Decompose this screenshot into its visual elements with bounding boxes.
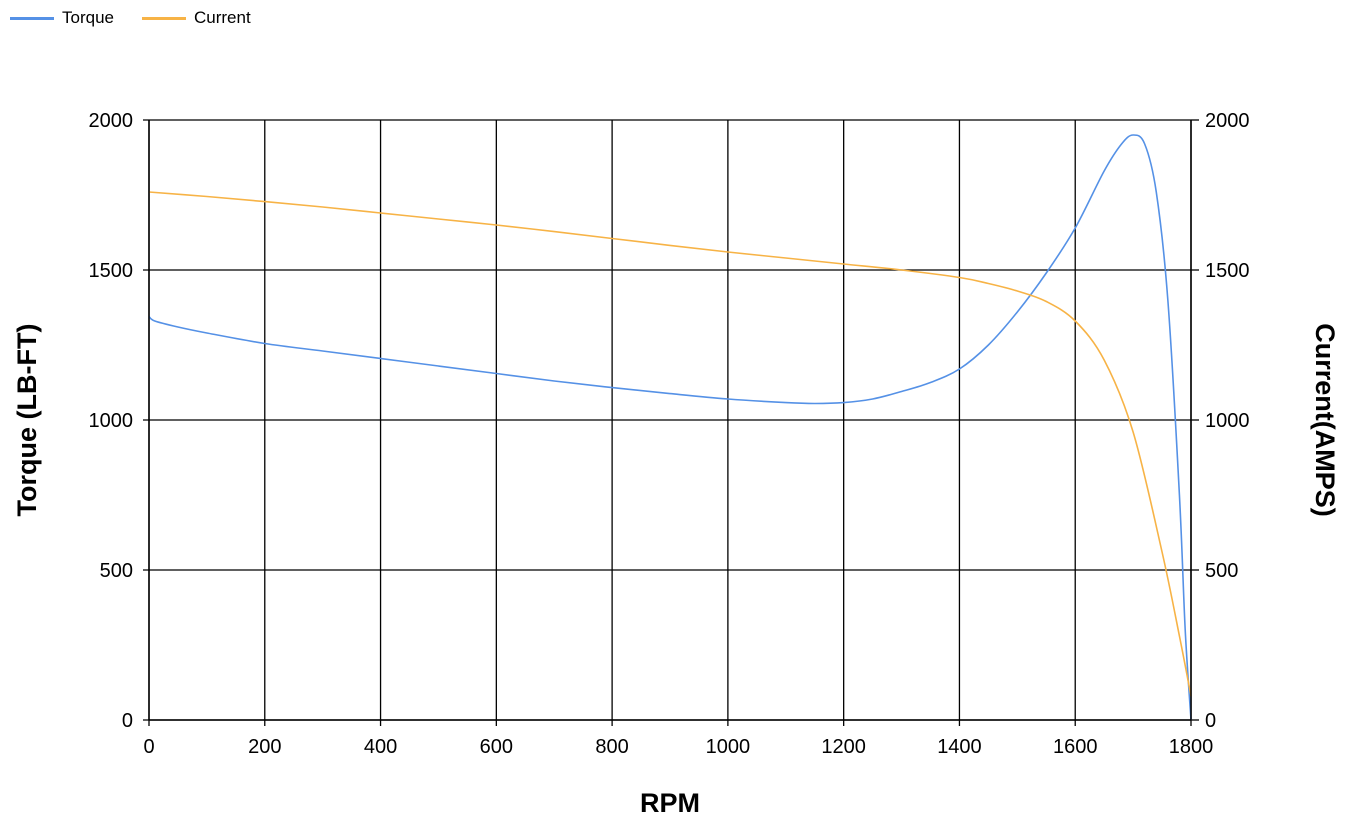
y-tick-label: 2000 — [89, 110, 134, 132]
y2-tick-label: 2000 — [1205, 110, 1250, 132]
chart-legend: Torque Current — [10, 6, 251, 30]
x-tick-label: 0 — [143, 736, 154, 758]
y-tick-label: 500 — [100, 560, 133, 582]
y2-tick-label: 1500 — [1205, 260, 1250, 282]
y2-tick-label: 500 — [1205, 560, 1238, 582]
legend-item-current: Current — [141, 8, 251, 28]
x-tick-label: 600 — [480, 736, 513, 758]
y-tick-label: 1000 — [89, 410, 134, 432]
x-tick-label: 1400 — [937, 736, 982, 758]
x-tick-label: 1000 — [706, 736, 751, 758]
legend-item-torque: Torque — [10, 8, 114, 28]
x-tick-label: 200 — [248, 736, 281, 758]
y-tick-label: 1500 — [89, 260, 134, 282]
x-tick-label: 1800 — [1169, 736, 1214, 758]
y-axis-title: Torque (LB-FT) — [12, 324, 42, 517]
x-tick-label: 1200 — [821, 736, 866, 758]
x-tick-label: 1600 — [1053, 736, 1098, 758]
legend-label-torque: Torque — [62, 8, 114, 27]
x-axis-title: RPM — [640, 788, 700, 818]
x-tick-label: 400 — [364, 736, 397, 758]
plot-frame — [148, 120, 1192, 721]
x-tick-label: 800 — [595, 736, 628, 758]
tick-labels: 0 200 400 600 800 1000 1200 1400 1600 1800 0 500 100… — [89, 110, 1250, 758]
y2-axis-title: Current(AMPS) — [1310, 323, 1340, 517]
legend-label-current: Current — [193, 8, 251, 27]
grid-lines — [143, 119, 1199, 726]
y2-tick-label: 1000 — [1205, 410, 1250, 432]
legend-swatch-torque — [10, 16, 54, 20]
y2-tick-label: 0 — [1205, 710, 1216, 732]
series-lines — [148, 134, 1192, 721]
series-line-torque — [148, 134, 1192, 721]
legend-swatch-current — [141, 16, 186, 20]
y-tick-label: 0 — [122, 710, 133, 732]
series-line-current — [148, 191, 1192, 697]
